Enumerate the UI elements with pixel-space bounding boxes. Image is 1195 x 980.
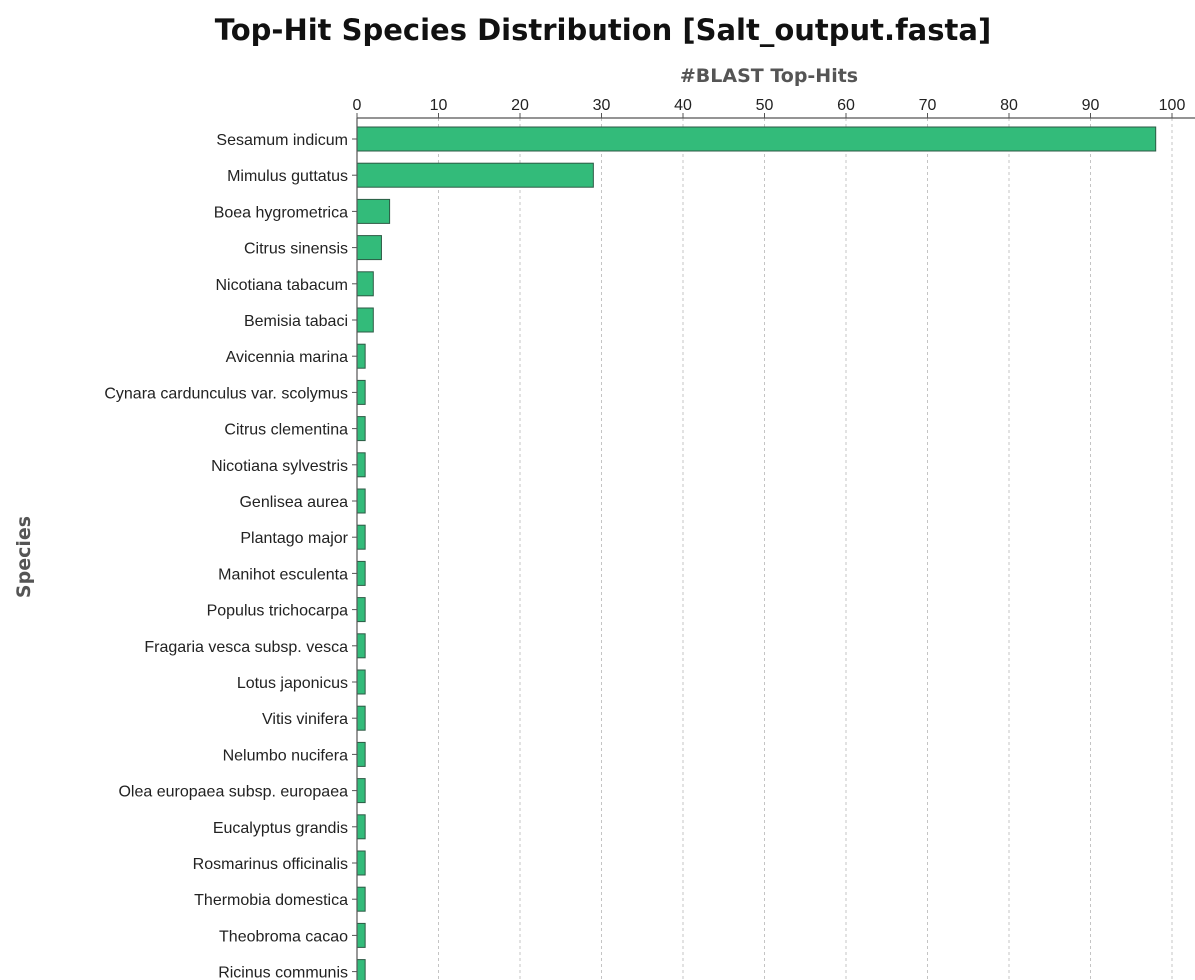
bar-16 bbox=[356, 705, 366, 731]
y-tick-label-4: Nicotiana tabacum bbox=[215, 277, 348, 294]
x-tick-label-7: 70 bbox=[919, 97, 937, 114]
y-tick-label-3: Citrus sinensis bbox=[244, 241, 348, 258]
bar-2 bbox=[356, 198, 391, 224]
bar-4 bbox=[356, 271, 374, 297]
y-axis-ticks: Sesamum indicum Mimulus guttatus Boea hygr… bbox=[104, 132, 357, 980]
y-tick-label-18: Olea europaea subsp. europaea bbox=[118, 784, 348, 801]
bar-21 bbox=[356, 886, 366, 912]
bar-14 bbox=[356, 633, 366, 659]
y-tick-label-14: Fragaria vesca subsp. vesca bbox=[144, 639, 348, 656]
bar-10 bbox=[356, 488, 366, 514]
y-tick-label-20: Rosmarinus officinalis bbox=[193, 856, 348, 873]
bar-23 bbox=[356, 959, 366, 980]
bar-9 bbox=[356, 452, 366, 478]
x-tick-label-6: 60 bbox=[837, 97, 855, 114]
y-tick-label-7: Cynara cardunculus var. scolymus bbox=[104, 385, 348, 402]
x-tick-label-9: 90 bbox=[1082, 97, 1100, 114]
y-tick-label-6: Avicennia marina bbox=[226, 349, 349, 366]
x-axis-ticks: 0 10 20 30 40 50 60 70 80 90 100 bbox=[353, 97, 1186, 118]
x-axis-label: #BLAST Top-Hits bbox=[680, 65, 858, 87]
bar-13 bbox=[356, 597, 366, 623]
y-tick-label-23: Ricinus communis bbox=[218, 965, 348, 980]
bar-0 bbox=[356, 126, 1157, 152]
y-tick-label-12: Manihot esculenta bbox=[218, 566, 348, 583]
y-tick-label-15: Lotus japonicus bbox=[237, 675, 348, 692]
y-tick-label-17: Nelumbo nucifera bbox=[223, 747, 349, 764]
y-tick-label-13: Populus trichocarpa bbox=[207, 603, 349, 620]
bar-5 bbox=[356, 307, 374, 333]
y-tick-label-19: Eucalyptus grandis bbox=[213, 820, 348, 837]
bar-12 bbox=[356, 560, 366, 586]
y-tick-label-22: Theobroma cacao bbox=[219, 928, 348, 945]
y-axis-label: Species bbox=[13, 516, 35, 598]
bar-11 bbox=[356, 524, 366, 550]
x-tick-label-1: 10 bbox=[430, 97, 448, 114]
x-tick-label-2: 20 bbox=[511, 97, 529, 114]
y-tick-label-0: Sesamum indicum bbox=[216, 132, 348, 149]
bar-20 bbox=[356, 850, 366, 876]
bar-18 bbox=[356, 778, 366, 804]
x-tick-label-0: 0 bbox=[353, 97, 362, 114]
bar-6 bbox=[356, 343, 366, 369]
bar-7 bbox=[356, 379, 366, 405]
x-tick-label-3: 30 bbox=[593, 97, 611, 114]
y-tick-label-21: Thermobia domestica bbox=[194, 892, 348, 909]
bar-1 bbox=[356, 162, 594, 188]
bar-8 bbox=[356, 416, 366, 442]
x-tick-label-8: 80 bbox=[1000, 97, 1018, 114]
y-tick-label-9: Nicotiana sylvestris bbox=[211, 458, 348, 475]
y-tick-label-8: Citrus clementina bbox=[224, 422, 348, 439]
bar-19 bbox=[356, 814, 366, 840]
y-tick-label-16: Vitis vinifera bbox=[262, 711, 348, 728]
bar-22 bbox=[356, 922, 366, 948]
x-tick-label-5: 50 bbox=[756, 97, 774, 114]
y-tick-label-11: Plantago major bbox=[240, 530, 348, 547]
bars bbox=[356, 126, 1157, 980]
y-tick-label-10: Genlisea aurea bbox=[239, 494, 348, 511]
x-tick-label-10: 100 bbox=[1159, 97, 1186, 114]
x-tick-label-4: 40 bbox=[674, 97, 692, 114]
bar-3 bbox=[356, 235, 382, 261]
chart-title: Top-Hit Species Distribution [Salt_outpu… bbox=[215, 13, 991, 47]
bar-15 bbox=[356, 669, 366, 695]
y-tick-label-1: Mimulus guttatus bbox=[227, 168, 348, 185]
bar-17 bbox=[356, 741, 366, 767]
gridlines bbox=[438, 118, 1173, 980]
y-tick-label-5: Bemisia tabaci bbox=[244, 313, 348, 330]
y-tick-label-2: Boea hygrometrica bbox=[214, 204, 348, 221]
